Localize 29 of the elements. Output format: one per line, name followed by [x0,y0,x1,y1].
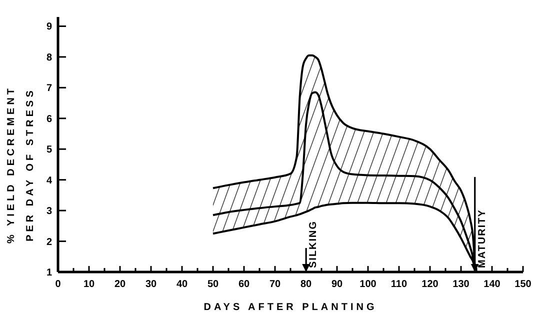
x-tick-label: 0 [55,279,62,290]
y-tick-label: 3 [46,206,52,218]
x-tick-label: 10 [83,279,95,290]
y-tick-label: 1 [46,268,52,278]
y-tick-label: 8 [46,52,52,64]
x-tick-label: 20 [114,279,126,290]
y-tick-label: 5 [46,144,52,156]
annotation: MATURITY [476,209,488,268]
y-tick-label: 6 [46,114,52,125]
x-tick-label: 120 [422,279,439,290]
y-tick-label: 7 [46,83,52,94]
y-tick-label: 4 [46,175,52,186]
x-tick-label: 100 [360,279,377,290]
y-axis-title: % YIELD DECREMENT PER DAY OF STRESS [6,85,36,244]
y-tick-label: 2 [46,236,52,248]
x-tick-label: 140 [484,279,501,290]
x-axis-title: DAYS AFTER PLANTING [204,302,378,313]
y-tick-label: 9 [46,22,52,33]
x-tick-label: 60 [238,279,250,290]
x-tick-label: 80 [300,279,312,290]
x-tick-label: 150 [514,279,532,290]
x-tick-label: 50 [207,279,219,290]
x-tick-label: 130 [452,279,470,290]
x-tick-label: 110 [390,279,408,290]
x-tick-label: 30 [145,279,157,290]
x-tick-label: 70 [269,279,281,290]
x-tick-label: 40 [176,279,188,290]
x-tick-label: 90 [331,279,343,290]
annotation: SILKING [308,220,320,268]
